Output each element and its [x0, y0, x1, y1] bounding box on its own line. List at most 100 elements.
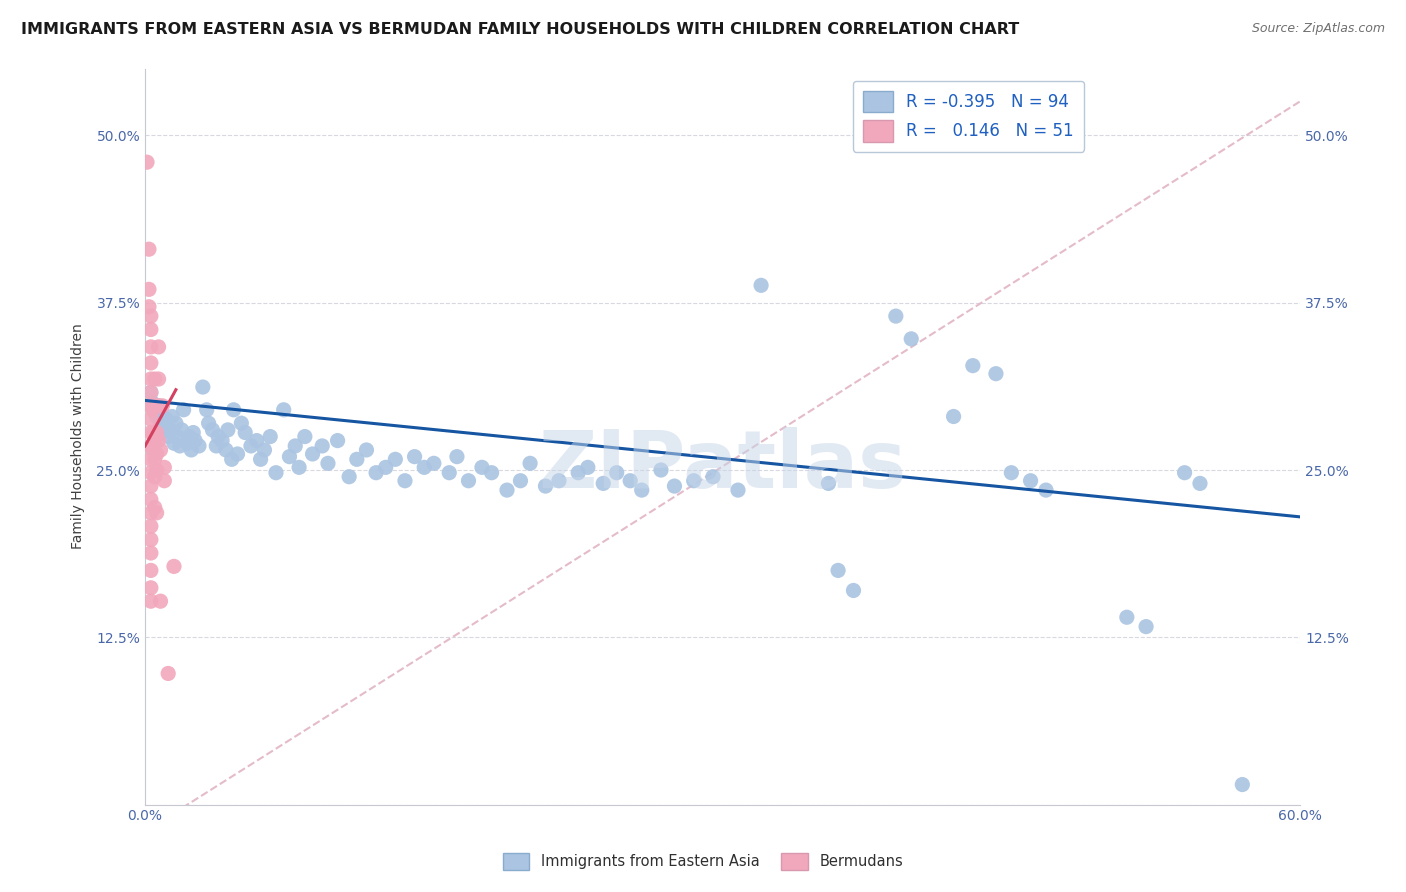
Point — [207, 429, 229, 443]
Point — [664, 479, 686, 493]
Point — [548, 474, 571, 488]
Point — [253, 442, 276, 457]
Point — [149, 442, 172, 457]
Point — [900, 332, 922, 346]
Point — [143, 469, 166, 483]
Point — [211, 434, 233, 448]
Point — [142, 396, 165, 410]
Point — [1232, 778, 1254, 792]
Point — [201, 423, 224, 437]
Point — [471, 460, 494, 475]
Point — [534, 479, 557, 493]
Point — [226, 447, 249, 461]
Point — [288, 460, 311, 475]
Point — [153, 420, 176, 434]
Point — [143, 434, 166, 448]
Point — [682, 474, 704, 488]
Point — [142, 442, 165, 457]
Point — [457, 474, 479, 488]
Point — [1188, 476, 1211, 491]
Point — [481, 466, 503, 480]
Point — [326, 434, 349, 448]
Point — [142, 425, 165, 440]
Point — [942, 409, 965, 424]
Point — [166, 429, 188, 443]
Y-axis label: Family Households with Children: Family Households with Children — [72, 324, 86, 549]
Point — [301, 447, 323, 461]
Point — [1035, 483, 1057, 497]
Point — [139, 492, 162, 507]
Point — [142, 402, 165, 417]
Point — [139, 356, 162, 370]
Point — [139, 452, 162, 467]
Point — [139, 594, 162, 608]
Point — [179, 429, 201, 443]
Point — [139, 385, 162, 400]
Point — [139, 581, 162, 595]
Point — [384, 452, 406, 467]
Point — [153, 474, 176, 488]
Point — [962, 359, 984, 373]
Point — [148, 399, 170, 413]
Point — [337, 469, 360, 483]
Point — [139, 506, 162, 520]
Point — [364, 466, 387, 480]
Point — [259, 429, 281, 443]
Point — [139, 385, 162, 400]
Point — [143, 452, 166, 467]
Point — [170, 423, 193, 437]
Point — [749, 278, 772, 293]
Point — [374, 460, 396, 475]
Point — [139, 533, 162, 547]
Point — [650, 463, 672, 477]
Point — [157, 666, 180, 681]
Point — [1115, 610, 1137, 624]
Point — [278, 450, 301, 464]
Point — [509, 474, 531, 488]
Point — [169, 439, 191, 453]
Point — [148, 399, 170, 413]
Point — [239, 439, 262, 453]
Point — [1174, 466, 1197, 480]
Point — [173, 402, 195, 417]
Point — [139, 399, 162, 413]
Point — [217, 423, 239, 437]
Point — [139, 563, 162, 577]
Point — [619, 474, 641, 488]
Point — [184, 434, 207, 448]
Point — [439, 466, 461, 480]
Point — [423, 456, 446, 470]
Point — [264, 466, 287, 480]
Point — [1000, 466, 1022, 480]
Point — [215, 442, 238, 457]
Point — [138, 242, 160, 256]
Point — [576, 460, 599, 475]
Point — [727, 483, 749, 497]
Point — [356, 442, 378, 457]
Point — [221, 452, 243, 467]
Point — [143, 372, 166, 386]
Point — [139, 309, 162, 323]
Point — [139, 479, 162, 493]
Point — [145, 399, 167, 413]
Point — [139, 466, 162, 480]
Point — [139, 425, 162, 440]
Point — [316, 456, 339, 470]
Point — [163, 436, 186, 450]
Point — [249, 452, 271, 467]
Point — [139, 519, 162, 533]
Point — [138, 282, 160, 296]
Point — [153, 460, 176, 475]
Point — [346, 452, 368, 467]
Point — [139, 412, 162, 426]
Point — [606, 466, 628, 480]
Point — [176, 436, 198, 450]
Point — [149, 594, 172, 608]
Point — [1135, 619, 1157, 633]
Point — [139, 372, 162, 386]
Point — [842, 583, 865, 598]
Point — [592, 476, 614, 491]
Point — [496, 483, 519, 497]
Text: ZIPatlas: ZIPatlas — [538, 427, 907, 505]
Point — [519, 456, 541, 470]
